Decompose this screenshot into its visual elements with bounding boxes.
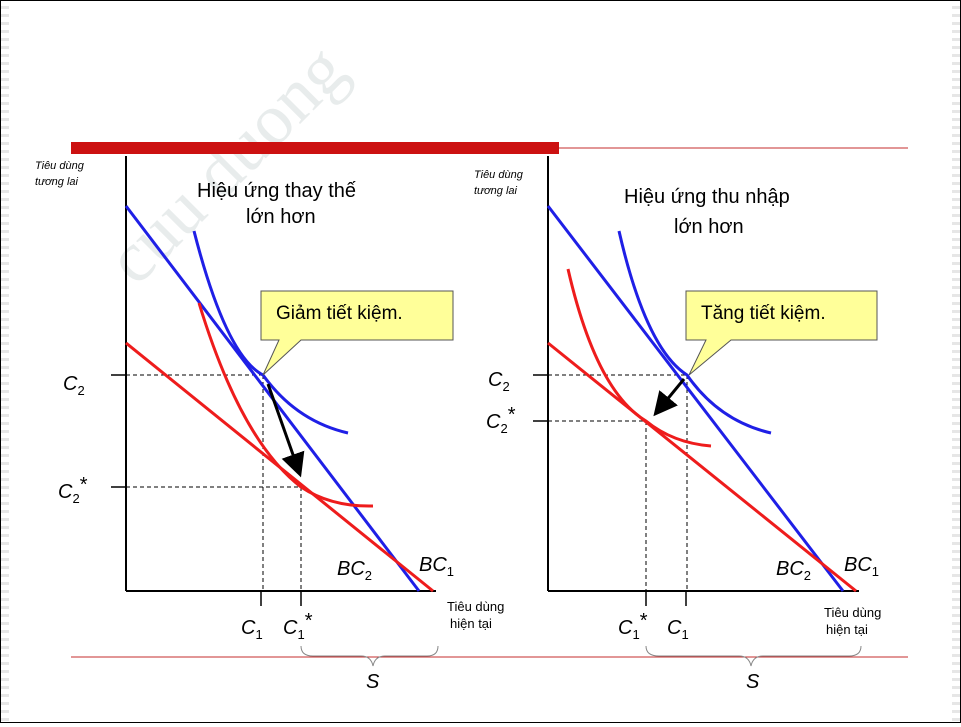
left-c2star-label: C2* (58, 474, 88, 506)
left-x-axis-label-line2: hiện tại (450, 616, 492, 631)
right-title-line2: lớn hơn (674, 216, 744, 238)
left-guide-c2 (126, 374, 264, 591)
right-guide-c2 (548, 374, 688, 591)
left-callout-text: Giảm tiết kiệm. (276, 303, 403, 324)
left-guide-c2star (126, 486, 302, 591)
watermark-text: cuu duong (91, 29, 361, 299)
header-accent-bar (71, 142, 559, 154)
right-y-axis-label-line1: Tiêu dùng (474, 169, 524, 181)
left-c1-label: C1 (241, 617, 263, 642)
left-c2-label: C2 (63, 373, 85, 398)
right-bc1-label: BC1 (844, 554, 879, 579)
left-c1star-label: C1* (283, 610, 313, 642)
right-bc2-label: BC2 (776, 558, 811, 583)
right-diagram: Tiêu dùng tương lai Hiệu ứng thu nhập lớ… (474, 156, 881, 693)
left-callout (260, 290, 454, 376)
left-bc1-label: BC1 (419, 554, 454, 579)
right-indifference-curve-new (566, 268, 712, 448)
right-budget-line-bc1 (546, 205, 845, 592)
right-c2-label: C2 (488, 369, 510, 394)
left-y-axis-label-line1: Tiêu dùng (35, 160, 85, 172)
left-y-axis-label-line2: tương lai (35, 176, 79, 188)
diagram-canvas: cuu duong (35, 29, 908, 693)
right-title-line1: Hiệu ứng thu nhập (624, 186, 790, 208)
right-x-axis-label-line1: Tiêu dùng (824, 605, 881, 620)
left-title-line1: Hiệu ứng thay thế (197, 180, 356, 202)
left-title-line2: lớn hơn (246, 206, 316, 228)
right-s-label: S (746, 671, 760, 693)
left-bc2-label: BC2 (337, 558, 372, 583)
right-shift-arrow (653, 378, 686, 417)
right-indifference-curve-old (617, 230, 772, 435)
right-budget-line-bc2 (547, 341, 857, 593)
left-x-axis-label-line1: Tiêu dùng (447, 599, 504, 614)
right-c2star-label: C2* (486, 404, 516, 436)
right-callout (685, 290, 878, 376)
right-savings-brace (645, 645, 862, 667)
left-s-label: S (366, 671, 380, 693)
left-savings-brace (300, 645, 439, 667)
right-c1-label: C1 (667, 617, 689, 642)
right-x-axis-label-line2: hiện tại (826, 622, 868, 637)
left-diagram: Tiêu dùng tương lai Hiệu ứng thay thế lớ… (35, 156, 504, 693)
slide-panel: cuu duong (9, 1, 952, 722)
right-y-axis-label-line2: tương lai (474, 185, 518, 197)
right-guide-c2star (548, 420, 647, 591)
left-shift-arrow (266, 383, 305, 478)
right-callout-text: Tăng tiết kiệm. (701, 303, 826, 324)
right-c1star-label: C1* (618, 610, 648, 642)
